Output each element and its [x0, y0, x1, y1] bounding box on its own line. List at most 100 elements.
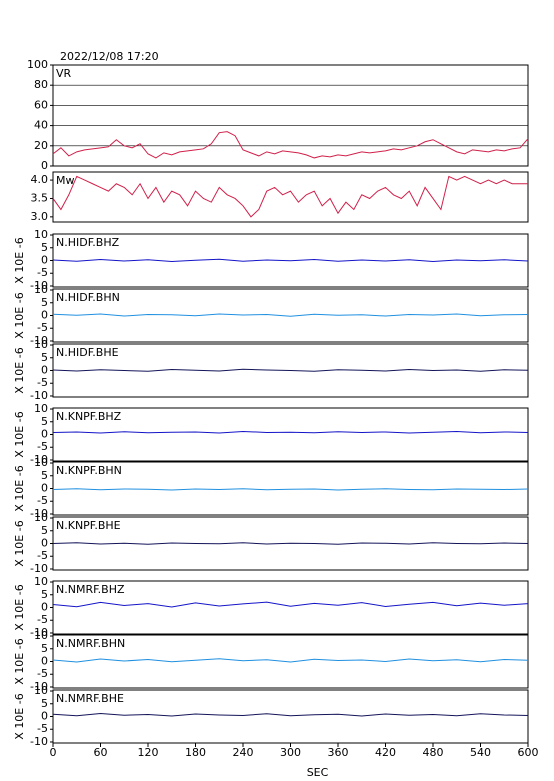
- series-label: N.HIDF.BHN: [56, 291, 120, 304]
- y-tick-label: -5: [37, 266, 48, 279]
- plot-frame: [52, 233, 529, 288]
- y-tick-label: 5: [41, 524, 48, 537]
- series-label: N.KNPF.BHE: [56, 519, 121, 532]
- y-tick-label: 10: [34, 575, 48, 588]
- series-line: [52, 175, 528, 218]
- series-line: [52, 488, 529, 491]
- y-tick-label: 20: [34, 139, 48, 152]
- y-tick-label: -10: [30, 735, 48, 748]
- y-tick-label: 5: [41, 697, 48, 710]
- x-tick-label: 600: [518, 746, 539, 759]
- y-tick-label: 10: [34, 684, 48, 697]
- y-tick-label: -5: [37, 667, 48, 680]
- y-tick-label: 100: [27, 58, 48, 71]
- y-tick-label: 0: [41, 428, 48, 441]
- y-tick-label: 0: [41, 655, 48, 668]
- plot-frame: [52, 343, 529, 398]
- y-axis-label: X 10E -6: [13, 411, 26, 457]
- y-tick-label: -10: [30, 680, 48, 693]
- x-tick-label: 180: [185, 746, 206, 759]
- y-tick-label: 5: [41, 588, 48, 601]
- y-tick-label: 10: [34, 402, 48, 415]
- plot-frame: [52, 580, 529, 635]
- y-tick-label: 5: [41, 469, 48, 482]
- y-tick-label: -5: [37, 494, 48, 507]
- plot-frame: [52, 288, 529, 343]
- y-tick-label: 10: [34, 456, 48, 469]
- y-axis-label: X 10E -6: [13, 347, 26, 393]
- y-tick-label: -5: [37, 376, 48, 389]
- y-tick-label: 10: [34, 511, 48, 524]
- y-tick-label: 5: [41, 351, 48, 364]
- y-tick-label: 40: [34, 119, 48, 132]
- y-tick-label: -10: [30, 562, 48, 575]
- plot-frame: [52, 461, 529, 516]
- y-tick-label: -10: [30, 453, 48, 466]
- series-label: N.HIDF.BHZ: [56, 236, 120, 249]
- series-line: [52, 658, 529, 663]
- y-tick-label: 5: [41, 296, 48, 309]
- y-tick-label: 5: [41, 642, 48, 655]
- x-tick-label: 240: [233, 746, 254, 759]
- y-tick-label: -5: [37, 613, 48, 626]
- y-tick-label: -10: [30, 279, 48, 292]
- x-tick-label: 60: [94, 746, 108, 759]
- chart-title: 2022/12/08 17:20: [60, 50, 159, 63]
- series-label: Mw: [56, 174, 75, 187]
- y-axis-label: X 10E -6: [13, 693, 26, 739]
- y-tick-label: 5: [41, 241, 48, 254]
- y-tick-label: -5: [37, 722, 48, 735]
- y-tick-label: 80: [34, 78, 48, 91]
- x-axis-label: SEC: [307, 766, 329, 779]
- y-tick-label: 4.0: [31, 173, 49, 186]
- series-line: [52, 430, 529, 434]
- series-label: N.KNPF.BHZ: [56, 410, 122, 423]
- x-tick-label: 480: [423, 746, 444, 759]
- y-tick-label: -5: [37, 440, 48, 453]
- series-line: [52, 258, 529, 263]
- x-tick-label: 420: [375, 746, 396, 759]
- series-label: N.NMRF.BHE: [56, 692, 124, 705]
- y-tick-label: -10: [30, 507, 48, 520]
- series-line: [52, 131, 529, 159]
- series-label: VR: [56, 67, 72, 80]
- y-tick-label: 5: [41, 415, 48, 428]
- series-label: N.HIDF.BHE: [56, 346, 119, 359]
- plot-frame: [52, 64, 529, 167]
- y-axis-label: X 10E -6: [13, 465, 26, 511]
- y-tick-label: -10: [30, 334, 48, 347]
- y-tick-label: -5: [37, 549, 48, 562]
- series-line: [52, 601, 529, 608]
- plot-frame: [52, 407, 529, 462]
- y-tick-label: 0: [41, 254, 48, 267]
- y-tick-label: -10: [30, 389, 48, 402]
- series-label: N.NMRF.BHZ: [56, 583, 125, 596]
- y-tick-label: 60: [34, 98, 48, 111]
- y-tick-label: 10: [34, 283, 48, 296]
- series-line: [52, 712, 529, 717]
- series-label: N.NMRF.BHN: [56, 637, 125, 650]
- y-tick-label: 10: [34, 629, 48, 642]
- plot-frame: [52, 171, 529, 223]
- y-tick-label: 0: [41, 309, 48, 322]
- y-tick-label: -5: [37, 321, 48, 334]
- x-tick-label: 120: [138, 746, 159, 759]
- y-axis-label: X 10E -6: [13, 292, 26, 338]
- y-tick-label: 0: [41, 710, 48, 723]
- y-tick-label: 3.0: [31, 210, 49, 223]
- plot-frame: [52, 634, 529, 689]
- y-tick-label: -10: [30, 626, 48, 639]
- y-axis-label: X 10E -6: [13, 638, 26, 684]
- series-line: [52, 542, 529, 545]
- y-tick-label: 0: [41, 364, 48, 377]
- y-axis-label: X 10E -6: [13, 584, 26, 630]
- x-tick-label: 300: [280, 746, 301, 759]
- y-tick-label: 10: [34, 338, 48, 351]
- y-tick-label: 10: [34, 228, 48, 241]
- series-line: [52, 313, 529, 317]
- y-tick-label: 0: [41, 601, 48, 614]
- x-tick-label: 0: [50, 746, 57, 759]
- y-tick-label: 0: [41, 482, 48, 495]
- x-tick-label: 360: [328, 746, 349, 759]
